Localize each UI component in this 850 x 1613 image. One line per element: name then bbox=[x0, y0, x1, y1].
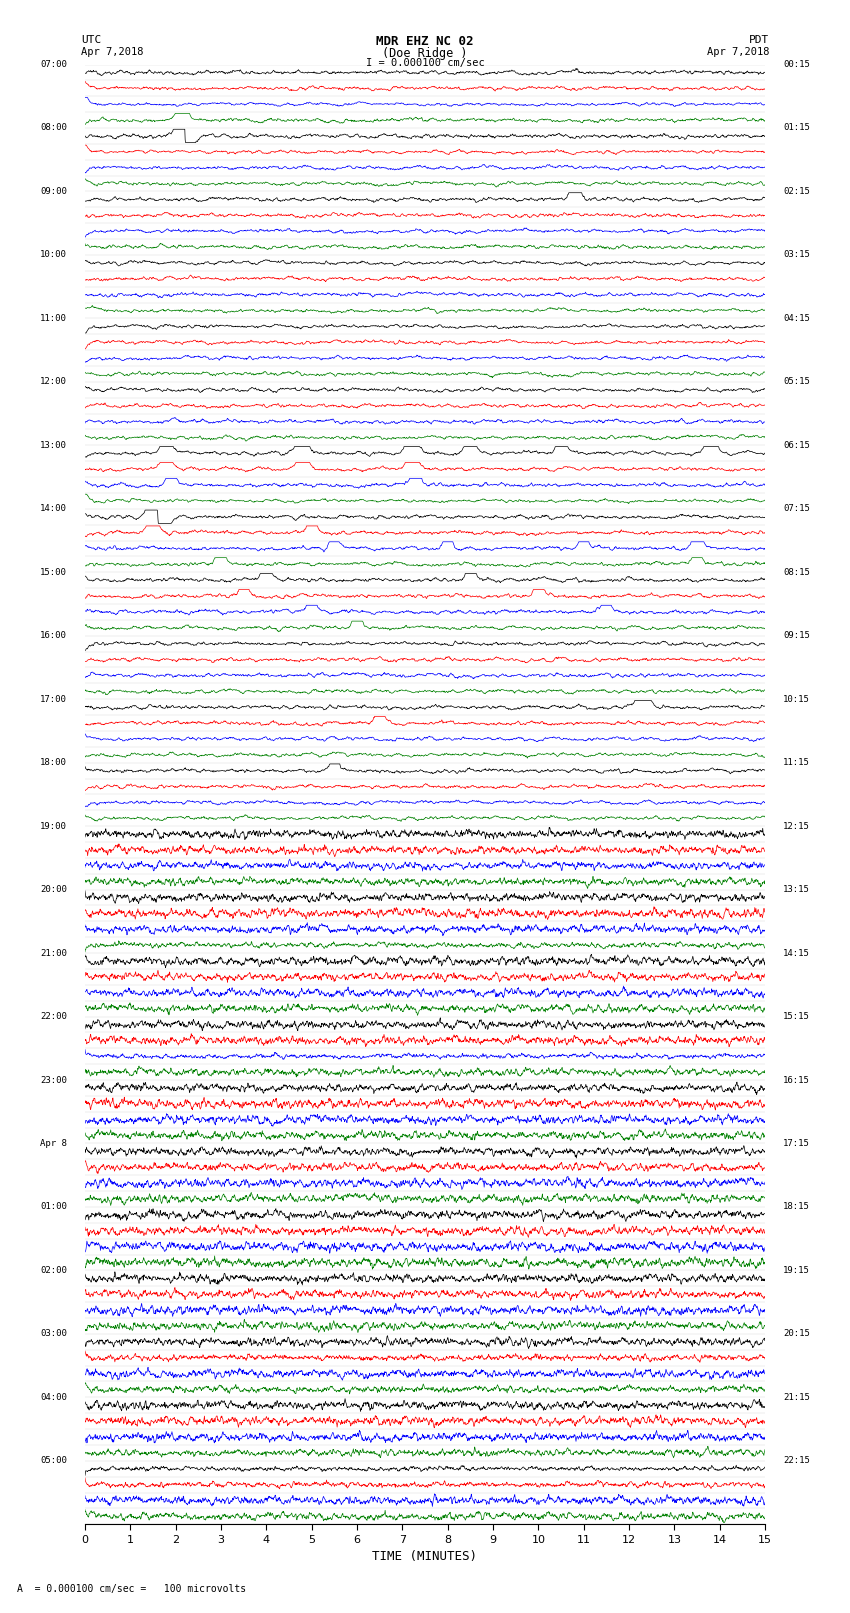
Text: 03:15: 03:15 bbox=[783, 250, 810, 260]
Text: 19:00: 19:00 bbox=[40, 821, 67, 831]
Text: 04:15: 04:15 bbox=[783, 315, 810, 323]
Text: 10:00: 10:00 bbox=[40, 250, 67, 260]
Text: Apr 7,2018: Apr 7,2018 bbox=[81, 47, 144, 56]
Text: 07:00: 07:00 bbox=[40, 60, 67, 69]
Text: 18:00: 18:00 bbox=[40, 758, 67, 768]
Text: 17:15: 17:15 bbox=[783, 1139, 810, 1148]
Text: 22:15: 22:15 bbox=[783, 1457, 810, 1465]
Text: 00:15: 00:15 bbox=[783, 60, 810, 69]
Text: 12:00: 12:00 bbox=[40, 377, 67, 387]
Text: 11:00: 11:00 bbox=[40, 315, 67, 323]
Text: 11:15: 11:15 bbox=[783, 758, 810, 768]
Text: 12:15: 12:15 bbox=[783, 821, 810, 831]
Text: (Doe Ridge ): (Doe Ridge ) bbox=[382, 47, 468, 60]
Text: 08:00: 08:00 bbox=[40, 124, 67, 132]
Text: 06:15: 06:15 bbox=[783, 440, 810, 450]
Text: 20:00: 20:00 bbox=[40, 886, 67, 894]
Text: 16:15: 16:15 bbox=[783, 1076, 810, 1084]
Text: UTC: UTC bbox=[81, 35, 101, 45]
Text: 20:15: 20:15 bbox=[783, 1329, 810, 1339]
Text: 05:00: 05:00 bbox=[40, 1457, 67, 1465]
Text: Apr 8: Apr 8 bbox=[40, 1139, 67, 1148]
Text: 19:15: 19:15 bbox=[783, 1266, 810, 1274]
Text: 13:15: 13:15 bbox=[783, 886, 810, 894]
Text: 01:15: 01:15 bbox=[783, 124, 810, 132]
Text: Apr 7,2018: Apr 7,2018 bbox=[706, 47, 769, 56]
Text: 03:00: 03:00 bbox=[40, 1329, 67, 1339]
X-axis label: TIME (MINUTES): TIME (MINUTES) bbox=[372, 1550, 478, 1563]
Text: 10:15: 10:15 bbox=[783, 695, 810, 703]
Text: MDR EHZ NC 02: MDR EHZ NC 02 bbox=[377, 35, 473, 48]
Text: 01:00: 01:00 bbox=[40, 1202, 67, 1211]
Text: PDT: PDT bbox=[749, 35, 769, 45]
Text: 18:15: 18:15 bbox=[783, 1202, 810, 1211]
Text: I = 0.000100 cm/sec: I = 0.000100 cm/sec bbox=[366, 58, 484, 68]
Text: 23:00: 23:00 bbox=[40, 1076, 67, 1084]
Text: 21:00: 21:00 bbox=[40, 948, 67, 958]
Text: 15:15: 15:15 bbox=[783, 1011, 810, 1021]
Text: 09:15: 09:15 bbox=[783, 631, 810, 640]
Text: 08:15: 08:15 bbox=[783, 568, 810, 577]
Text: 14:00: 14:00 bbox=[40, 505, 67, 513]
Text: 22:00: 22:00 bbox=[40, 1011, 67, 1021]
Text: 05:15: 05:15 bbox=[783, 377, 810, 387]
Text: 02:00: 02:00 bbox=[40, 1266, 67, 1274]
Text: 16:00: 16:00 bbox=[40, 631, 67, 640]
Text: A  = 0.000100 cm/sec =   100 microvolts: A = 0.000100 cm/sec = 100 microvolts bbox=[17, 1584, 246, 1594]
Text: 07:15: 07:15 bbox=[783, 505, 810, 513]
Text: 02:15: 02:15 bbox=[783, 187, 810, 195]
Text: 13:00: 13:00 bbox=[40, 440, 67, 450]
Text: 14:15: 14:15 bbox=[783, 948, 810, 958]
Text: 04:00: 04:00 bbox=[40, 1394, 67, 1402]
Text: 21:15: 21:15 bbox=[783, 1394, 810, 1402]
Text: 09:00: 09:00 bbox=[40, 187, 67, 195]
Text: 15:00: 15:00 bbox=[40, 568, 67, 577]
Text: 17:00: 17:00 bbox=[40, 695, 67, 703]
